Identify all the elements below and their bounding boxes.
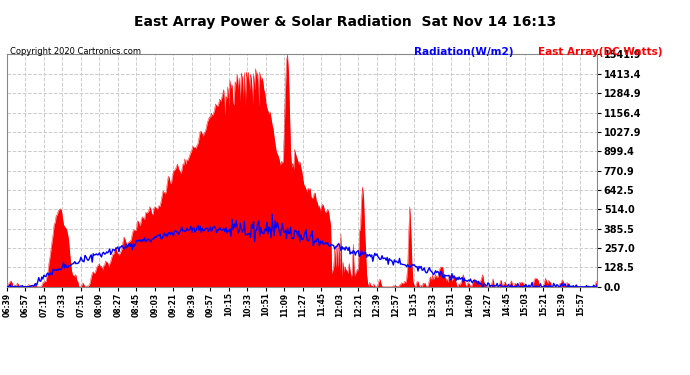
Text: Radiation(W/m2): Radiation(W/m2) — [414, 47, 513, 57]
Text: Copyright 2020 Cartronics.com: Copyright 2020 Cartronics.com — [10, 47, 141, 56]
Text: East Array Power & Solar Radiation  Sat Nov 14 16:13: East Array Power & Solar Radiation Sat N… — [134, 15, 556, 29]
Text: East Array(DC Watts): East Array(DC Watts) — [538, 47, 662, 57]
